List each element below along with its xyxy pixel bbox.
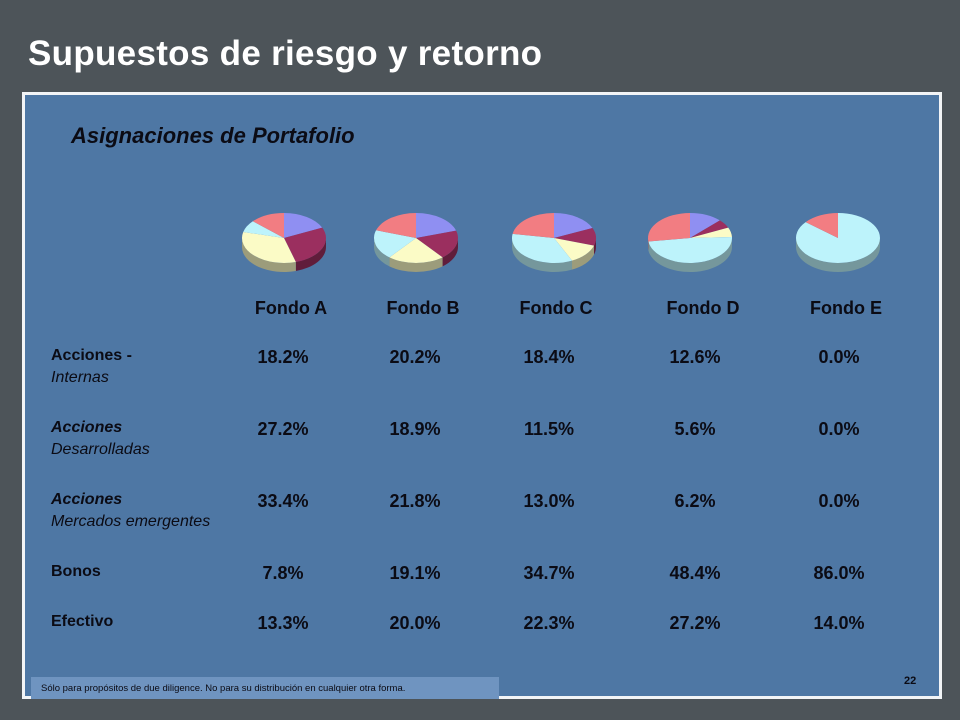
pie-slice-fondo-d-4 (648, 213, 690, 242)
fund-name-c: Fondo C (519, 298, 593, 318)
pie-slice-fondo-a-1 (284, 227, 327, 262)
pie-side-fondo-a-2 (242, 238, 296, 272)
value-cell: 27.2% (669, 613, 721, 633)
value-cell: 22.3% (523, 613, 575, 633)
pie-slice-fondo-c-0 (554, 213, 593, 238)
value-cell: 48.4% (669, 563, 721, 583)
pie-side-fondo-c-1 (594, 238, 596, 255)
value-cell: 86.0% (813, 563, 865, 583)
pie-slice-fondo-d-3 (648, 237, 732, 263)
value-cell: 19.1% (389, 563, 441, 583)
row-label-acciones-desarrolladas: Acciones Desarrolladas (51, 419, 150, 458)
pie-fondo-b (374, 213, 458, 272)
pie-slice-fondo-a-3 (243, 221, 284, 238)
value-cell: 18.2% (257, 347, 309, 367)
value-cell: 33.4% (257, 491, 309, 511)
pie-fondo-a (242, 213, 327, 272)
value-cell: 0.0% (818, 347, 860, 367)
value-cell: 14.0% (813, 613, 865, 633)
row-label-acciones-emergentes: Acciones Mercados emergentes (51, 491, 211, 530)
disclaimer-text: Sólo para propósitos de due diligence. N… (41, 683, 406, 694)
fund-name-d: Fondo D (666, 298, 740, 318)
fund-name-e: Fondo E (810, 298, 882, 318)
row-label-efectivo: Efectivo (51, 613, 114, 630)
pie-slice-fondo-e-4 (805, 213, 838, 238)
value-cell: 0.0% (818, 491, 860, 511)
pie-slice-fondo-a-4 (252, 213, 284, 238)
row-label-acciones-internas: Acciones - Internas (51, 347, 132, 386)
value-cell: 21.8% (389, 491, 441, 511)
pie-slice-fondo-a-0 (284, 213, 323, 238)
value-cell: 7.8% (262, 563, 304, 583)
pie-slice-fondo-d-0 (690, 213, 720, 238)
pie-side-fondo-b-2 (389, 257, 443, 272)
value-cell: 13.0% (523, 491, 575, 511)
value-cell: 18.9% (389, 419, 441, 439)
pie-side-fondo-c-2 (572, 245, 595, 270)
pie-slice-fondo-b-4 (376, 213, 416, 238)
value-cell: 12.6% (669, 347, 721, 367)
value-cell: 20.0% (389, 613, 441, 633)
pie-fondo-c (512, 213, 596, 272)
value-cell: 13.3% (257, 613, 309, 633)
pie-slice-fondo-d-1 (690, 220, 729, 238)
pie-slice-fondo-b-1 (416, 230, 458, 258)
value-cell: 18.4% (523, 347, 575, 367)
pie-side-fondo-c-3 (512, 238, 573, 272)
pie-side-fondo-e-3 (796, 238, 880, 272)
pie-slice-fondo-c-3 (512, 233, 573, 263)
fund-name-b: Fondo B (386, 298, 460, 318)
value-cell: 11.5% (523, 419, 575, 439)
pie-slice-fondo-b-2 (389, 238, 443, 263)
content-panel: Asignaciones de Portafolio Fondo A Fondo… (22, 92, 942, 699)
pie-slice-fondo-c-1 (554, 227, 596, 246)
disclaimer-box: Sólo para propósitos de due diligence. N… (31, 677, 499, 699)
pie-fondo-d (648, 213, 732, 272)
page-number: 22 (904, 675, 917, 687)
pie-slice-fondo-b-3 (374, 230, 416, 258)
value-cell: 0.0% (818, 419, 860, 439)
pie-side-fondo-a-1 (295, 238, 326, 271)
pie-side-fondo-b-1 (442, 238, 458, 267)
value-cell: 34.7% (523, 563, 575, 583)
value-cell: 6.2% (674, 491, 716, 511)
pie-slice-fondo-a-2 (242, 231, 296, 263)
value-cell: 27.2% (257, 419, 309, 439)
fund-name-a: Fondo A (254, 298, 328, 318)
pie-charts (242, 213, 880, 272)
slide-title: Supuestos de riesgo y retorno (28, 34, 543, 73)
pie-fondo-e (795, 213, 880, 272)
value-cell: 20.2% (389, 347, 441, 367)
pie-slice-fondo-c-2 (554, 238, 595, 261)
pie-side-fondo-d-3 (648, 238, 732, 272)
pie-slice-fondo-b-0 (416, 213, 457, 238)
pie-slice-fondo-c-4 (512, 213, 554, 238)
slide-subtitle: Asignaciones de Portafolio (71, 123, 355, 148)
row-label-bonos: Bonos (51, 563, 101, 580)
value-cell: 5.6% (674, 419, 716, 439)
pie-side-fondo-b-3 (374, 238, 390, 267)
pie-slice-fondo-d-2 (690, 227, 732, 238)
